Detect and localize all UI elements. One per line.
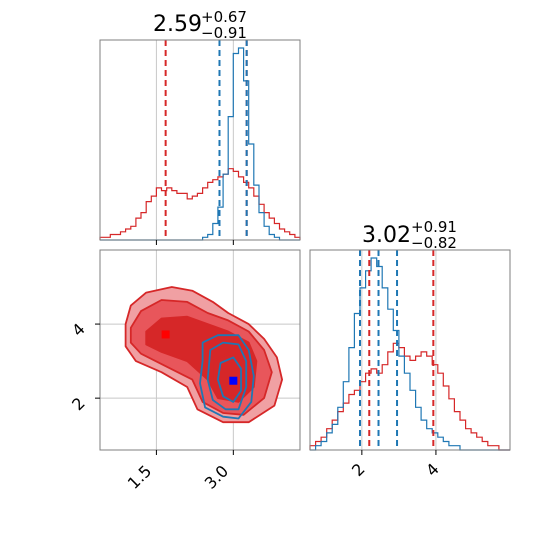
joint-blue-contour-1: [199, 334, 255, 420]
hist-x-background: [100, 40, 300, 240]
joint-red-contour-4: [211, 352, 250, 396]
hist-y-tick-marks: [361, 450, 437, 455]
hist-y-title-median: 3.02: [362, 223, 411, 248]
hist-x-title-minus: −0.91: [201, 24, 247, 42]
hist-x-panel: 2.59 +0.67 −0.91: [99, 8, 301, 245]
hist-y-x-tick-label-2: 4: [422, 459, 443, 480]
joint-blue-marker: [229, 376, 238, 385]
hist-y-panel: 2 4 3.02 +0.91 −0.82: [309, 218, 511, 480]
joint-blue-contour-2: [206, 341, 248, 411]
hist-x-title-median: 2.59: [153, 12, 202, 37]
hist-x-tick-marks: [155, 240, 234, 245]
joint-markers: [161, 330, 238, 385]
hist-y-x-tick-label-1: 2: [348, 459, 369, 480]
hist-x-frame: [99, 39, 301, 241]
joint-red-marker: [161, 330, 170, 339]
hist-y-title-plus: +0.91: [411, 218, 457, 236]
joint-red-contours: [124, 286, 284, 424]
joint-x-tick-label-1: 1.5: [124, 461, 155, 492]
joint-blue-contours: [199, 334, 255, 420]
joint-y-tick-label-2: 4: [68, 319, 89, 340]
hist-y-quantile-lines: [359, 250, 435, 450]
joint-x-tick-label-2: 3.0: [201, 461, 232, 492]
joint-blue-contour-3: [216, 356, 242, 403]
hist-y-grid: [361, 250, 437, 450]
hist-x-quantile-lines: [164, 40, 248, 240]
hist-y-background: [310, 250, 510, 450]
hist-x-red-series: [99, 168, 301, 240]
hist-y-blue-series: [310, 257, 510, 451]
joint-y-tick-label-1: 2: [68, 394, 89, 415]
hist-y-histograms: [309, 257, 510, 451]
hist-x-title-plus: +0.67: [201, 8, 247, 26]
joint-frame: [99, 249, 301, 451]
hist-y-frame: [309, 249, 511, 451]
joint-panel: 1.5 3.0 2 4: [68, 249, 301, 493]
hist-y-title-minus: −0.82: [411, 234, 457, 252]
joint-tick-marks: [95, 323, 234, 455]
